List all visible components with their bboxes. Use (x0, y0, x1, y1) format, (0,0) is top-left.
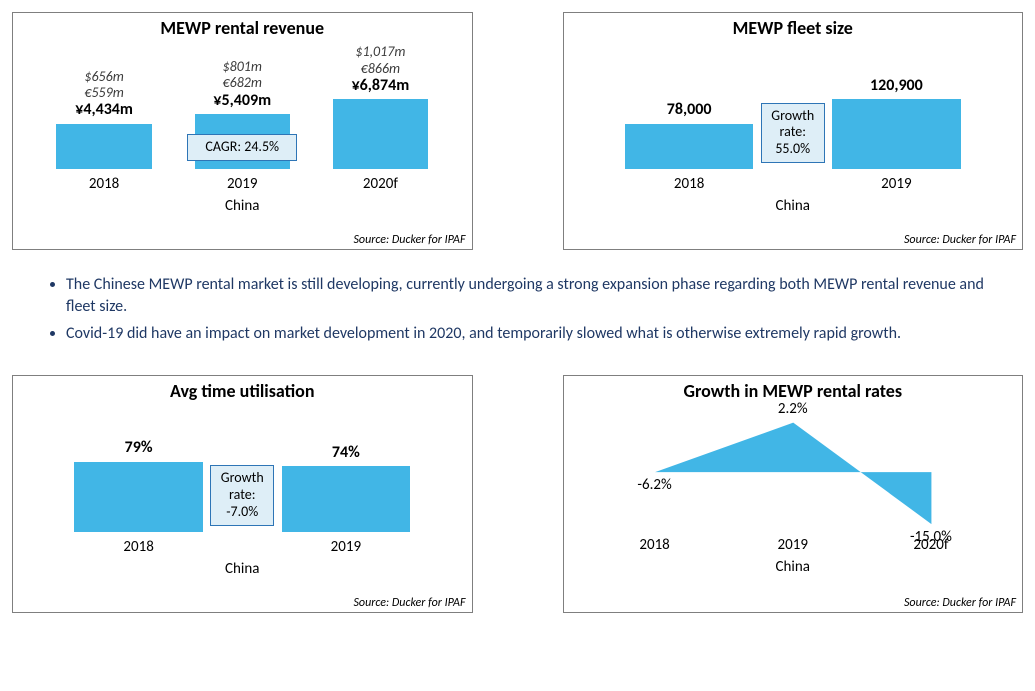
revenue-title: MEWP rental revenue (13, 17, 472, 39)
rates-line (586, 412, 1001, 530)
callout-box: Growthrate:55.0% (761, 103, 825, 163)
util-source: Source: Ducker for IPAF (353, 596, 465, 610)
x-tick: 2018 (89, 175, 119, 193)
bar (832, 99, 960, 169)
x-tick: 2020f (363, 175, 398, 193)
rates-value-label: 2.2% (778, 400, 808, 418)
rates-area (655, 422, 931, 523)
fleet-xaxis: 2018 2019 (586, 175, 1001, 195)
util-region: China (13, 560, 472, 578)
bar (625, 124, 753, 169)
value-label: $801m€682m¥5,409m (172, 59, 312, 110)
bar (74, 462, 202, 532)
fleet-chart: MEWP fleet size 78,000 120,900Growthrate:… (563, 12, 1024, 250)
revenue-plot: $656m€559m¥4,434m$801m€682m¥5,409m$1,017… (35, 43, 450, 169)
x-tick: 2018 (123, 538, 153, 556)
rates-source: Source: Ducker for IPAF (904, 596, 1016, 610)
x-tick: 2019 (331, 538, 361, 556)
rates-region: China (564, 558, 1023, 576)
fleet-region: China (564, 197, 1023, 215)
value-label: $656m€559m¥4,434m (34, 69, 174, 120)
rates-xaxis: 2018 2019 2020f (586, 536, 1001, 556)
value-label: 74% (276, 444, 416, 462)
utilisation-chart: Avg time utilisation 79% 74%Growthrate:-7… (12, 375, 473, 613)
value-label: $1,017m€866m¥6,874m (310, 44, 450, 95)
bar (56, 124, 151, 169)
util-plot: 79% 74%Growthrate:-7.0% (35, 406, 450, 532)
revenue-region: China (13, 197, 472, 215)
fleet-title: MEWP fleet size (564, 17, 1023, 39)
bullet-item: Covid-19 did have an impact on market de… (66, 323, 1013, 345)
x-tick: 2018 (674, 175, 704, 193)
value-label: 120,900 (826, 77, 966, 95)
x-tick: 2020f (913, 536, 948, 554)
x-tick: 2019 (778, 536, 808, 554)
bar (333, 99, 428, 169)
x-tick: 2019 (227, 175, 257, 193)
x-tick: 2018 (639, 536, 669, 554)
util-xaxis: 2018 2019 (35, 538, 450, 558)
revenue-source: Source: Ducker for IPAF (353, 233, 465, 247)
bar (282, 466, 410, 532)
bullet-block: The Chinese MEWP rental market is still … (12, 268, 1023, 357)
value-label: 79% (69, 439, 209, 457)
revenue-chart: MEWP rental revenue $656m€559m¥4,434m$80… (12, 12, 473, 250)
rates-value-label: -6.2% (637, 476, 671, 494)
rates-title: Growth in MEWP rental rates (564, 380, 1023, 402)
callout-box: CAGR: 24.5% (187, 134, 297, 161)
callout-box: Growthrate:-7.0% (210, 465, 274, 525)
x-tick: 2019 (881, 175, 911, 193)
bullet-item: The Chinese MEWP rental market is still … (66, 274, 1013, 317)
fleet-source: Source: Ducker for IPAF (904, 233, 1016, 247)
value-label: 78,000 (619, 101, 759, 119)
revenue-xaxis: 2018 2019 2020f (35, 175, 450, 195)
fleet-plot: 78,000 120,900Growthrate:55.0% (586, 43, 1001, 169)
rates-plot: -6.2%2.2%-15.0% (586, 412, 1001, 530)
rates-chart: Growth in MEWP rental rates -6.2%2.2%-15… (563, 375, 1024, 613)
util-title: Avg time utilisation (13, 380, 472, 402)
